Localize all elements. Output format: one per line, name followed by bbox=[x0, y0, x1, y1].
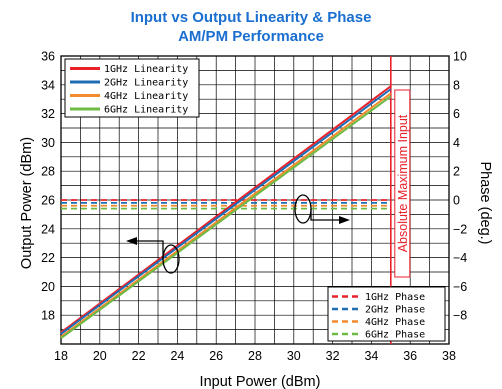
x-tick-label: 36 bbox=[403, 349, 417, 363]
right-y-tick-label: −6 bbox=[453, 280, 467, 294]
left-y-axis-label: Output Power (dBm) bbox=[19, 137, 35, 269]
linearity-arrowhead bbox=[126, 237, 137, 245]
x-tick-label: 20 bbox=[93, 349, 107, 363]
axis-pointer-annotations bbox=[126, 194, 350, 274]
x-axis-ticks: 18 20 22 24 26 28 30 32 34 36 38 bbox=[54, 349, 456, 363]
x-tick-label: 26 bbox=[209, 349, 223, 363]
left-y-tick-label: 36 bbox=[41, 50, 55, 64]
right-y-tick-label: −4 bbox=[453, 251, 467, 265]
legend-label: 1GHz Phase bbox=[365, 292, 425, 303]
right-y-tick-label: 10 bbox=[453, 50, 467, 64]
left-y-tick-label: 20 bbox=[41, 280, 55, 294]
left-y-tick-label: 26 bbox=[41, 194, 55, 208]
left-y-tick-label: 22 bbox=[41, 251, 55, 265]
left-y-tick-label: 32 bbox=[41, 107, 55, 121]
x-tick-label: 18 bbox=[54, 349, 68, 363]
linearity-line bbox=[60, 92, 392, 338]
absolute-max-input-label-box bbox=[394, 89, 411, 278]
x-tick-label: 32 bbox=[326, 349, 340, 363]
left-y-tick-label: 18 bbox=[41, 309, 55, 323]
legend-label: 6GHz Phase bbox=[365, 330, 425, 341]
linearity-pointer-arrow bbox=[135, 240, 164, 259]
absolute-max-input-label: Absolute Maximum Input bbox=[396, 114, 410, 252]
phase-arrowhead bbox=[339, 216, 350, 224]
right-y-tick-label: 2 bbox=[453, 165, 460, 179]
legend-label: 6GHz Linearity bbox=[104, 105, 188, 116]
right-y-axis-label: Phase (deg.) bbox=[477, 161, 493, 244]
linearity-legend: 1GHz Linearity 2GHz Linearity 4GHz Lineari… bbox=[64, 58, 200, 118]
x-tick-label: 30 bbox=[287, 349, 301, 363]
left-y-tick-label: 34 bbox=[41, 78, 55, 92]
left-y-axis-ticks: 18 20 22 24 26 28 30 32 34 36 bbox=[41, 50, 55, 323]
x-tick-label: 28 bbox=[248, 349, 262, 363]
x-tick-label: 38 bbox=[442, 349, 456, 363]
right-y-tick-label: 6 bbox=[453, 107, 460, 121]
phase-series bbox=[61, 199, 391, 210]
right-y-axis-ticks: −8 −6 −4 −2 0 2 4 6 8 10 bbox=[453, 50, 467, 323]
chart-subtitle: AM/PM Performance bbox=[178, 28, 324, 45]
linearity-line bbox=[60, 95, 392, 340]
legend-label: 4GHz Phase bbox=[365, 317, 425, 328]
chart-title: Input vs Output Linearity & Phase bbox=[131, 9, 372, 26]
legend-label: 4GHz Linearity bbox=[104, 91, 188, 102]
x-tick-label: 34 bbox=[364, 349, 378, 363]
legend-label: 1GHz Linearity bbox=[104, 64, 188, 75]
left-y-tick-label: 28 bbox=[41, 165, 55, 179]
right-y-tick-label: 8 bbox=[453, 78, 460, 92]
right-y-tick-label: 4 bbox=[453, 136, 460, 150]
right-y-tick-label: −8 bbox=[453, 309, 467, 323]
linearity-line bbox=[60, 85, 392, 334]
phase-pointer-arrow bbox=[310, 209, 341, 221]
x-axis-label: Input Power (dBm) bbox=[200, 374, 321, 389]
x-tick-label: 24 bbox=[170, 349, 184, 363]
linearity-series bbox=[60, 85, 392, 340]
left-y-tick-label: 30 bbox=[41, 136, 55, 150]
legend-label: 2GHz Phase bbox=[365, 305, 425, 316]
x-tick-label: 22 bbox=[132, 349, 146, 363]
right-y-tick-label: −2 bbox=[453, 222, 467, 236]
legend-label: 2GHz Linearity bbox=[104, 78, 188, 89]
left-y-tick-label: 24 bbox=[41, 222, 55, 236]
right-y-tick-label: 0 bbox=[453, 194, 460, 208]
linearity-line bbox=[60, 88, 392, 335]
